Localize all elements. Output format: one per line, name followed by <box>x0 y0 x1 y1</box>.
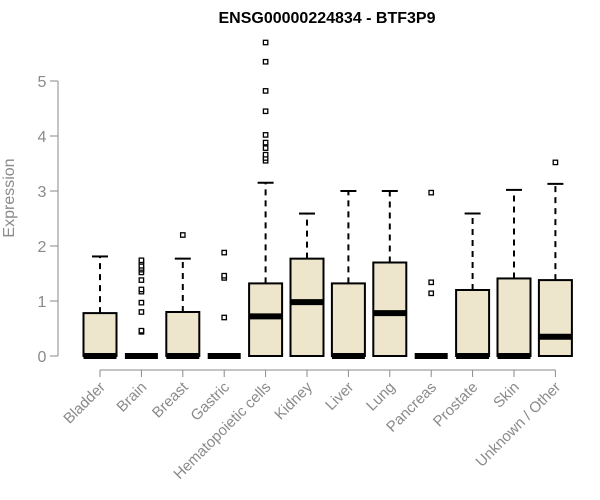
x-tick-label: Skin <box>490 379 523 412</box>
outlier-point <box>262 132 269 138</box>
y-axis: 0 1 2 3 4 5 <box>38 74 59 366</box>
outlier-point <box>262 151 269 158</box>
y-tick-label: 5 <box>38 74 47 91</box>
y-tick-label: 4 <box>38 129 47 146</box>
box-group <box>455 212 491 359</box>
box-rect <box>537 279 573 358</box>
outlier-point <box>428 290 435 297</box>
y-tick-label: 2 <box>38 239 47 256</box>
y-tick-label: 3 <box>38 184 47 201</box>
outlier-point <box>262 108 269 115</box>
box-group <box>496 188 532 359</box>
outlier-point <box>221 249 228 256</box>
outlier-point <box>428 279 435 286</box>
outlier-point <box>138 286 145 293</box>
outlier-point <box>262 145 269 151</box>
outlier-point <box>138 277 145 283</box>
outlier-point <box>221 314 228 321</box>
x-tick-label: Lung <box>363 379 399 415</box>
outlier-point <box>262 88 269 94</box>
box-group <box>289 212 325 357</box>
box-group <box>537 159 573 358</box>
box-group <box>414 189 448 359</box>
box-group <box>372 190 408 357</box>
outlier-point <box>262 39 269 46</box>
box-rect <box>372 261 408 357</box>
x-tick-label: Liver <box>322 379 357 414</box>
x-tick-label: Breast <box>149 378 192 421</box>
box-rect <box>82 312 118 358</box>
box-group <box>248 39 284 357</box>
box-group <box>330 190 366 359</box>
outlier-point <box>138 299 145 306</box>
outlier-point <box>428 189 435 196</box>
box-rect <box>165 311 201 357</box>
outlier-point <box>262 58 269 65</box>
outlier-point <box>138 327 145 334</box>
x-tick-label: Brain <box>113 379 150 416</box>
outlier-point <box>552 159 559 166</box>
box-rect <box>248 282 284 357</box>
y-tick-label: 1 <box>38 294 47 311</box>
outlier-point <box>221 272 228 279</box>
outlier-point <box>138 309 145 315</box>
box-group <box>124 257 158 359</box>
outlier-point <box>138 257 145 264</box>
x-tick-label: Bladder <box>60 379 109 428</box>
box-rect <box>330 282 366 357</box>
box-rect <box>496 277 532 358</box>
box-rect <box>289 257 325 357</box>
chart-title: ENSG00000224834 - BTF3P9 <box>218 10 435 27</box>
box-group <box>82 255 118 359</box>
outlier-point <box>179 232 186 238</box>
y-axis-label: Expression <box>1 158 18 237</box>
x-tick-label: Prostate <box>430 379 482 431</box>
box-group <box>207 249 241 359</box>
outlier-point <box>262 139 269 146</box>
box-rect <box>455 289 491 357</box>
x-tick-label: Kidney <box>271 378 316 423</box>
box-group <box>165 232 201 359</box>
boxes-group <box>82 39 573 359</box>
y-tick-label: 0 <box>38 349 47 366</box>
